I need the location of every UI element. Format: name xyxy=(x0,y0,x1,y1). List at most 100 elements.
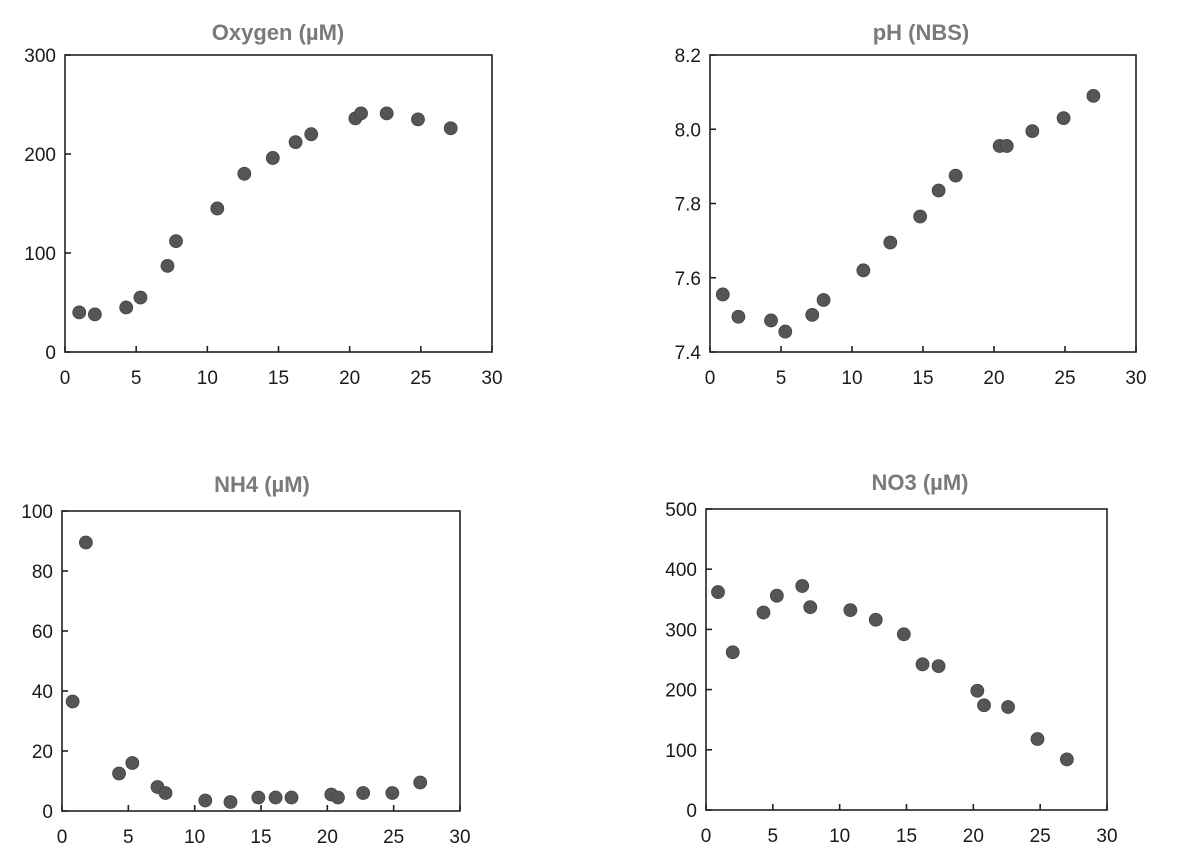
no3-data-point xyxy=(756,605,771,620)
oxygen-data-point xyxy=(237,166,252,181)
ph-data-point xyxy=(764,313,778,328)
nh4-x-tick-label: 25 xyxy=(383,827,404,848)
nh4-data-point xyxy=(112,766,126,781)
nh4-data-point xyxy=(223,795,238,809)
ph-data-point xyxy=(1056,111,1071,126)
oxygen-data-point xyxy=(379,106,394,121)
ph-y-tick-label: 8.0 xyxy=(675,120,701,141)
no3-data-point xyxy=(931,659,946,674)
no3-data-point xyxy=(896,627,911,642)
oxygen-y-tick-label: 100 xyxy=(24,244,56,265)
no3-x-tick-label: 5 xyxy=(768,826,779,847)
no3-data-point xyxy=(1030,732,1045,746)
oxygen-data-point xyxy=(119,300,134,315)
no3-y-tick-label: 500 xyxy=(665,500,697,521)
nh4-y-tick-label: 60 xyxy=(32,622,53,643)
no3-x-tick-label: 15 xyxy=(896,826,917,847)
no3-y-tick-label: 0 xyxy=(686,801,697,822)
no3-data-point xyxy=(769,588,784,603)
oxygen-data-point xyxy=(265,151,280,165)
no3-data-point xyxy=(970,683,985,698)
oxygen-data-point xyxy=(411,112,425,127)
ph-data-point xyxy=(931,183,946,198)
no3-data-point xyxy=(725,645,740,660)
oxygen-y-tick-label: 200 xyxy=(24,145,56,166)
oxygen-x-tick-label: 0 xyxy=(60,368,71,389)
oxygen-data-point xyxy=(443,121,458,136)
ph-x-tick-label: 10 xyxy=(841,368,862,389)
nh4-data-point xyxy=(331,790,345,805)
oxygen-x-tick-label: 15 xyxy=(268,368,289,389)
nh4-x-tick-label: 20 xyxy=(317,827,338,848)
no3-x-tick-label: 30 xyxy=(1096,826,1117,847)
oxygen-x-tick-label: 30 xyxy=(481,368,502,389)
oxygen-data-point xyxy=(354,106,368,121)
oxygen-data-point xyxy=(160,258,175,273)
nh4-x-tick-label: 15 xyxy=(250,827,271,848)
nh4-data-point xyxy=(78,535,93,550)
ph-y-tick-label: 7.8 xyxy=(675,195,701,216)
ph-data-point xyxy=(731,309,746,324)
no3-data-point xyxy=(843,603,858,618)
nh4-y-tick-label: 100 xyxy=(21,502,53,523)
nh4-data-point xyxy=(268,790,283,805)
plot-title-no3: NO3 (µM) xyxy=(871,470,968,495)
no3-data-point xyxy=(915,657,930,672)
oxygen-data-point xyxy=(169,234,183,249)
no3-data-point xyxy=(1060,752,1074,767)
oxygen-data-point xyxy=(288,135,303,150)
nh4-data-point xyxy=(158,786,173,800)
oxygen-data-point xyxy=(304,127,319,142)
oxygen-data-point xyxy=(87,307,102,322)
no3-data-point xyxy=(868,612,883,627)
ph-x-tick-label: 5 xyxy=(776,368,787,389)
ph-plot-area: 0 5 10 15 20 25 30 7.4 7.6 7.8 8.0 8.2 xyxy=(675,46,1147,389)
oxygen-x-tick-label: 10 xyxy=(197,368,218,389)
no3-y-tick-label: 300 xyxy=(665,620,697,641)
oxygen-y-tick-label: 0 xyxy=(45,343,56,364)
no3-data-point xyxy=(795,579,810,593)
nh4-plot-area: 0 5 10 15 20 25 30 0 20 40 60 80 100 xyxy=(21,502,470,848)
ph-y-tick-label: 7.4 xyxy=(675,343,702,364)
ph-data-point xyxy=(1086,88,1101,103)
plot-title-oxygen: Oxygen (µM) xyxy=(212,20,344,45)
ph-data-point xyxy=(883,235,898,250)
no3-y-tick-label: 200 xyxy=(665,681,697,702)
plot-title-nh4: NH4 (µM) xyxy=(214,472,310,497)
nh4-y-tick-label: 20 xyxy=(32,742,53,763)
no3-y-tick-label: 400 xyxy=(665,560,697,581)
nh4-x-tick-label: 10 xyxy=(184,827,205,848)
oxygen-data-point xyxy=(133,290,148,305)
ph-data-point xyxy=(805,307,820,322)
ph-data-point xyxy=(816,293,831,307)
no3-x-tick-label: 0 xyxy=(701,826,712,847)
no3-data-point xyxy=(977,698,991,713)
panel-ph: pH (NBS) 0 5 10 15 20 25 30 7.4 7.6 7.8 8.0 8.2 xyxy=(675,20,1147,389)
no3-data-point xyxy=(803,600,818,615)
nh4-x-tick-label: 0 xyxy=(57,827,68,848)
ph-x-tick-label: 15 xyxy=(912,368,933,389)
nh4-data-point xyxy=(284,790,299,805)
no3-x-tick-label: 10 xyxy=(829,826,850,847)
ph-data-point xyxy=(948,168,963,183)
nh4-data-point xyxy=(251,790,266,805)
nh4-y-tick-label: 80 xyxy=(32,562,53,583)
nh4-data-point xyxy=(413,775,428,790)
ph-data-point xyxy=(715,287,730,302)
ph-x-tick-label: 30 xyxy=(1125,368,1146,389)
oxygen-data-point xyxy=(72,305,87,320)
nh4-x-tick-label: 30 xyxy=(449,827,470,848)
nh4-data-point xyxy=(198,793,213,808)
panel-nh4: NH4 (µM) 0 5 10 15 20 25 30 0 20 40 60 80 100 xyxy=(21,472,470,848)
nh4-x-tick-label: 5 xyxy=(123,827,134,848)
ph-x-tick-label: 0 xyxy=(705,368,716,389)
no3-y-tick-label: 100 xyxy=(665,741,697,762)
oxygen-x-tick-label: 5 xyxy=(131,368,142,389)
nh4-data-point xyxy=(125,756,140,770)
nh4-data-point xyxy=(356,786,371,800)
oxygen-y-tick-label: 300 xyxy=(24,46,56,67)
